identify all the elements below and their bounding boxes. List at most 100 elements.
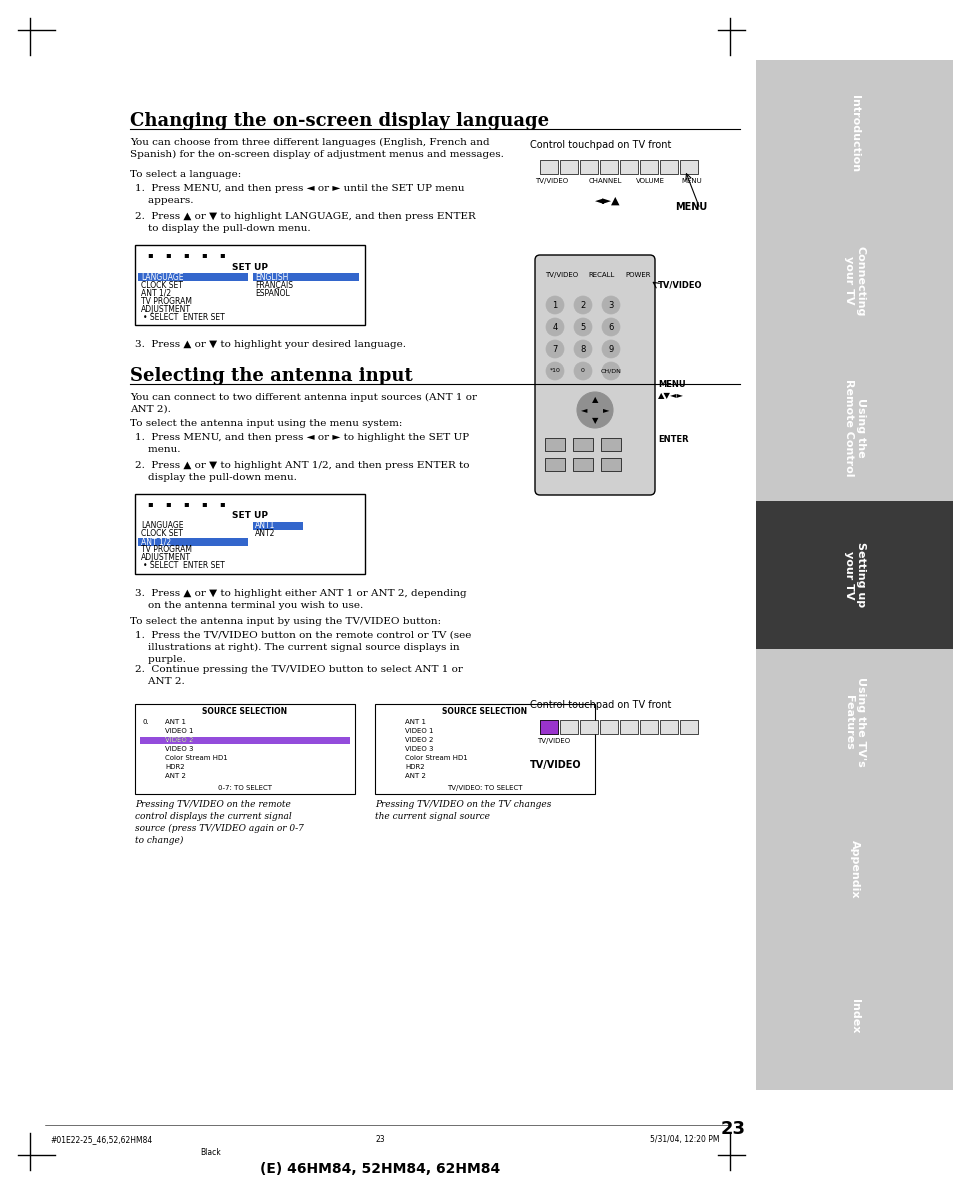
Circle shape bbox=[574, 340, 592, 358]
Text: ANT 2: ANT 2 bbox=[405, 773, 425, 779]
Text: • SELECT  ENTER SET: • SELECT ENTER SET bbox=[143, 562, 225, 570]
Text: LANGUAGE: LANGUAGE bbox=[141, 522, 183, 531]
Circle shape bbox=[574, 296, 592, 314]
Text: 4: 4 bbox=[552, 322, 558, 331]
Text: Setting up
your TV: Setting up your TV bbox=[843, 543, 865, 607]
Text: ▪: ▪ bbox=[147, 251, 152, 259]
Text: ANT 1/2: ANT 1/2 bbox=[141, 537, 171, 546]
Bar bbox=[600, 438, 620, 451]
Text: • SELECT  ENTER SET: • SELECT ENTER SET bbox=[143, 312, 225, 322]
Text: ANT1: ANT1 bbox=[254, 522, 275, 531]
Text: MENU: MENU bbox=[675, 202, 706, 211]
Bar bbox=[559, 720, 578, 734]
Bar bbox=[600, 459, 620, 470]
Text: ►: ► bbox=[602, 405, 608, 415]
Bar bbox=[579, 720, 598, 734]
Bar bbox=[544, 438, 564, 451]
Text: ◄►▲: ◄►▲ bbox=[595, 196, 619, 206]
Text: Control touchpad on TV front: Control touchpad on TV front bbox=[530, 140, 671, 150]
Text: 2.  Press ▲ or ▼ to highlight LANGUAGE, and then press ENTER
    to display the : 2. Press ▲ or ▼ to highlight LANGUAGE, a… bbox=[135, 211, 476, 233]
Circle shape bbox=[601, 296, 619, 314]
Text: ▪: ▪ bbox=[183, 499, 189, 508]
Text: *10: *10 bbox=[549, 368, 559, 373]
Text: ▪: ▪ bbox=[219, 499, 225, 508]
Bar bbox=[755, 943, 953, 1091]
Text: TV PROGRAM: TV PROGRAM bbox=[141, 297, 192, 305]
Text: 6: 6 bbox=[608, 322, 613, 331]
Bar bbox=[253, 273, 358, 282]
Text: Color Stream HD1: Color Stream HD1 bbox=[405, 756, 467, 762]
Text: ▪: ▪ bbox=[201, 251, 207, 259]
Text: 5/31/04, 12:20 PM: 5/31/04, 12:20 PM bbox=[650, 1135, 720, 1144]
Text: ▼: ▼ bbox=[591, 416, 598, 425]
Text: VIDEO 3: VIDEO 3 bbox=[165, 746, 193, 752]
Text: SOURCE SELECTION: SOURCE SELECTION bbox=[202, 708, 287, 716]
Text: TV/VIDEO: TV/VIDEO bbox=[537, 738, 570, 744]
Bar bbox=[755, 649, 953, 796]
Text: ENTER: ENTER bbox=[658, 436, 688, 444]
Text: 2.  Continue pressing the TV/VIDEO button to select ANT 1 or
    ANT 2.: 2. Continue pressing the TV/VIDEO button… bbox=[135, 665, 462, 685]
Text: Pressing TV/VIDEO on the TV changes
the current signal source: Pressing TV/VIDEO on the TV changes the … bbox=[375, 800, 551, 821]
Text: SET UP: SET UP bbox=[232, 512, 268, 520]
Text: VIDEO 2: VIDEO 2 bbox=[165, 737, 193, 742]
Text: Using the
Remote Control: Using the Remote Control bbox=[843, 379, 865, 476]
Text: Index: Index bbox=[849, 999, 859, 1034]
Text: 2.  Press ▲ or ▼ to highlight ANT 1/2, and then press ENTER to
    display the p: 2. Press ▲ or ▼ to highlight ANT 1/2, an… bbox=[135, 461, 469, 482]
Text: VIDEO 2: VIDEO 2 bbox=[165, 737, 193, 742]
Text: SOURCE SELECTION: SOURCE SELECTION bbox=[442, 708, 527, 716]
Bar bbox=[138, 273, 248, 282]
Bar bbox=[579, 160, 598, 173]
Text: Appendix: Appendix bbox=[849, 840, 859, 898]
Text: #01E22-25_46,52,62HM84: #01E22-25_46,52,62HM84 bbox=[50, 1135, 152, 1144]
Text: MENU: MENU bbox=[680, 178, 701, 184]
Bar bbox=[659, 160, 678, 173]
Text: 23: 23 bbox=[375, 1135, 384, 1144]
Text: Pressing TV/VIDEO on the remote
control displays the current signal
source (pres: Pressing TV/VIDEO on the remote control … bbox=[135, 800, 304, 845]
Text: You can connect to two different antenna input sources (ANT 1 or
ANT 2).: You can connect to two different antenna… bbox=[130, 393, 476, 413]
Text: 1.  Press the TV/VIDEO button on the remote control or TV (see
    illustrations: 1. Press the TV/VIDEO button on the remo… bbox=[135, 631, 471, 664]
Text: 5: 5 bbox=[579, 322, 585, 331]
Text: To select a language:: To select a language: bbox=[130, 170, 241, 179]
Text: CLOCK SET: CLOCK SET bbox=[141, 530, 183, 538]
Text: Color Stream HD1: Color Stream HD1 bbox=[165, 756, 228, 762]
Bar bbox=[573, 438, 593, 451]
Text: MENU
▲▼◄►: MENU ▲▼◄► bbox=[658, 380, 685, 399]
Bar bbox=[639, 160, 658, 173]
Bar bbox=[559, 160, 578, 173]
Circle shape bbox=[545, 318, 563, 336]
Bar bbox=[755, 61, 953, 207]
Text: 9: 9 bbox=[608, 345, 613, 354]
Circle shape bbox=[601, 362, 619, 380]
Bar bbox=[755, 207, 953, 354]
Text: RECALL: RECALL bbox=[587, 272, 614, 278]
Text: Connecting
your TV: Connecting your TV bbox=[843, 246, 865, 316]
Text: CLOCK SET: CLOCK SET bbox=[141, 280, 183, 290]
Bar bbox=[253, 522, 303, 530]
Circle shape bbox=[577, 392, 613, 428]
Text: ANT2: ANT2 bbox=[254, 530, 275, 538]
Bar bbox=[599, 160, 618, 173]
Text: CH/DN: CH/DN bbox=[600, 368, 620, 373]
Bar bbox=[679, 160, 698, 173]
Text: 8: 8 bbox=[579, 345, 585, 354]
Bar bbox=[135, 245, 365, 326]
Text: TV PROGRAM: TV PROGRAM bbox=[141, 545, 192, 555]
Text: 1.  Press MENU, and then press ◄ or ► to highlight the SET UP
    menu.: 1. Press MENU, and then press ◄ or ► to … bbox=[135, 432, 469, 454]
Bar bbox=[135, 494, 365, 574]
Text: ENGLISH: ENGLISH bbox=[254, 272, 288, 282]
Text: Changing the on-screen display language: Changing the on-screen display language bbox=[130, 112, 549, 129]
Text: ▪: ▪ bbox=[147, 499, 152, 508]
FancyBboxPatch shape bbox=[535, 255, 655, 495]
Text: (E) 46HM84, 52HM84, 62HM84: (E) 46HM84, 52HM84, 62HM84 bbox=[259, 1162, 499, 1176]
Bar bbox=[573, 459, 593, 470]
Text: TV/VIDEO: TV/VIDEO bbox=[530, 760, 581, 770]
Bar bbox=[755, 354, 953, 501]
Text: ▪: ▪ bbox=[219, 251, 225, 259]
Text: POWER: POWER bbox=[624, 272, 650, 278]
Bar bbox=[619, 160, 638, 173]
Bar bbox=[140, 737, 350, 744]
Text: ▪: ▪ bbox=[165, 251, 171, 259]
Text: FRANÇAIS: FRANÇAIS bbox=[254, 280, 293, 290]
Text: TV/VIDEO: TO SELECT: TV/VIDEO: TO SELECT bbox=[447, 785, 522, 791]
Text: To select the antenna input by using the TV/VIDEO button:: To select the antenna input by using the… bbox=[130, 617, 440, 626]
